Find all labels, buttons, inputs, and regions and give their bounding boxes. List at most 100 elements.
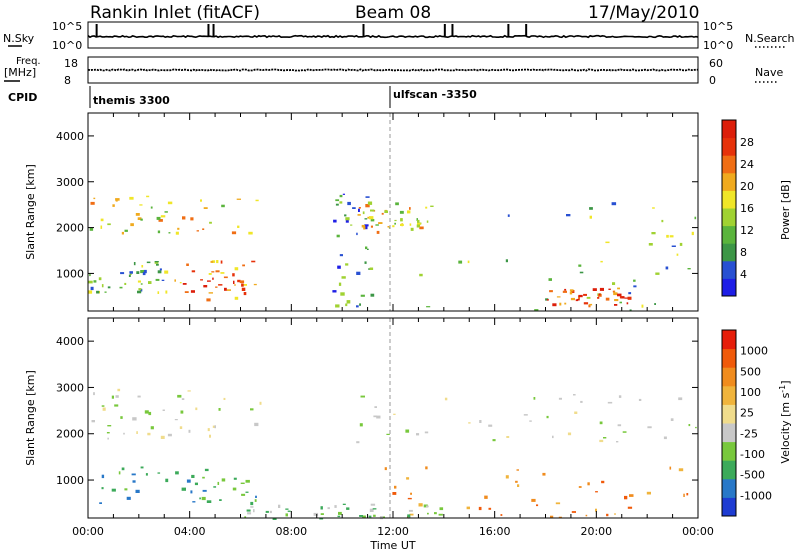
heatmap-cell <box>320 513 324 515</box>
colorbar-swatch <box>722 460 736 480</box>
heatmap-cell <box>620 296 625 299</box>
heatmap-cell <box>410 492 412 495</box>
heatmap-cell <box>426 220 429 223</box>
heatmap-cell <box>140 466 144 469</box>
heatmap-cell <box>559 302 562 306</box>
heatmap-cell <box>360 395 365 398</box>
heatmap-cell <box>186 479 191 483</box>
colorbar-tick-label: 100 <box>740 386 761 399</box>
heatmap-cell <box>160 215 166 218</box>
heatmap-cell <box>254 499 257 502</box>
heatmap-cell <box>679 242 683 246</box>
heatmap-cell <box>285 513 288 517</box>
heatmap-cell <box>410 227 414 231</box>
heatmap-cell <box>492 439 496 442</box>
heatmap-cell <box>182 216 186 220</box>
heatmap-cell <box>190 217 194 221</box>
heatmap-cell <box>332 290 337 293</box>
heatmap-cell <box>614 304 618 306</box>
heatmap-cell <box>139 204 143 206</box>
heatmap-cell <box>362 515 366 519</box>
heatmap-cell <box>223 397 226 400</box>
heatmap-cell <box>407 514 411 518</box>
heatmap-cell <box>101 405 105 407</box>
heatmap-cell <box>129 271 133 274</box>
heatmap-cell <box>150 206 153 209</box>
nave-tick-bottom-right: 0 <box>709 74 716 87</box>
heatmap-cell <box>206 500 212 503</box>
heatmap-cell <box>570 297 575 301</box>
heatmap-cell <box>626 302 629 305</box>
heatmap-cell <box>175 471 179 475</box>
heatmap-cell <box>407 210 411 214</box>
heatmap-cell <box>574 411 578 414</box>
heatmap-cell <box>578 264 582 267</box>
heatmap-cell <box>387 226 390 228</box>
heatmap-cell <box>107 425 112 427</box>
heatmap-cell <box>562 290 567 293</box>
power-heatmap-data <box>88 193 697 311</box>
heatmap-cell <box>121 231 124 235</box>
heatmap-cell <box>505 475 509 479</box>
heatmap-cell <box>137 290 142 294</box>
heatmap-cell <box>137 395 141 398</box>
heatmap-cell <box>255 199 259 202</box>
heatmap-cell <box>619 301 622 304</box>
heatmap-cell <box>417 222 421 226</box>
heatmap-cell <box>136 271 140 274</box>
heatmap-cell <box>575 299 579 302</box>
heatmap-cell <box>319 517 324 520</box>
heatmap-cell <box>573 394 576 396</box>
heatmap-cell <box>564 302 567 305</box>
nsky-label: N.Sky <box>3 32 35 45</box>
heatmap-cell <box>253 509 255 513</box>
heatmap-cell <box>248 231 253 235</box>
heatmap-cell <box>159 268 162 271</box>
heatmap-cell <box>107 223 111 226</box>
heatmap-cell <box>400 223 404 226</box>
heatmap-cell <box>179 426 183 429</box>
colorbar-swatch <box>722 404 736 424</box>
heatmap-cell <box>338 511 342 515</box>
time-tick-labels: 00:00 04:00 08:00 12:00 16:00 20:00 00:00 <box>72 525 714 538</box>
heatmap-cell <box>614 299 619 302</box>
heatmap-cell <box>215 286 218 288</box>
heatmap-cell <box>618 395 622 398</box>
heatmap-cell <box>157 230 161 234</box>
heatmap-cell <box>242 264 245 267</box>
heatmap-cell <box>598 293 601 296</box>
heatmap-cell <box>376 230 380 234</box>
heatmap-cell <box>381 516 385 518</box>
heatmap-cell <box>174 279 176 282</box>
heatmap-cell <box>148 411 152 416</box>
velocity-colorbar-label: Velocity [m s-1] <box>778 380 792 463</box>
heatmap-cell <box>419 226 424 230</box>
heatmap-cell <box>190 290 195 293</box>
heatmap-cell <box>124 229 128 232</box>
x-tick-label: 00:00 <box>682 525 714 538</box>
heatmap-cell <box>145 473 148 476</box>
heatmap-cell <box>671 245 676 247</box>
heatmap-cell <box>624 297 628 299</box>
heatmap-cell <box>578 486 582 488</box>
nsky-tick-top-left: 10^5 <box>52 20 82 33</box>
power-colorbar-frame <box>721 119 737 297</box>
heatmap-cell <box>629 309 632 311</box>
nsky-spike <box>212 24 215 36</box>
heatmap-cell <box>406 477 410 480</box>
heatmap-cell <box>202 489 207 492</box>
heatmap-cell <box>578 294 583 298</box>
heatmap-cell <box>605 297 610 301</box>
heatmap-cell <box>400 218 403 222</box>
heatmap-cell <box>212 277 214 280</box>
heatmap-cell <box>548 278 552 281</box>
heatmap-cell <box>167 433 172 437</box>
heatmap-cell <box>607 401 613 404</box>
heatmap-cell <box>146 195 150 198</box>
heatmap-cell <box>417 219 420 223</box>
heatmap-cell <box>251 260 256 263</box>
heatmap-cell <box>648 243 653 246</box>
heatmap-cell <box>210 260 214 263</box>
heatmap-cell <box>345 263 349 266</box>
heatmap-cell <box>359 423 363 427</box>
